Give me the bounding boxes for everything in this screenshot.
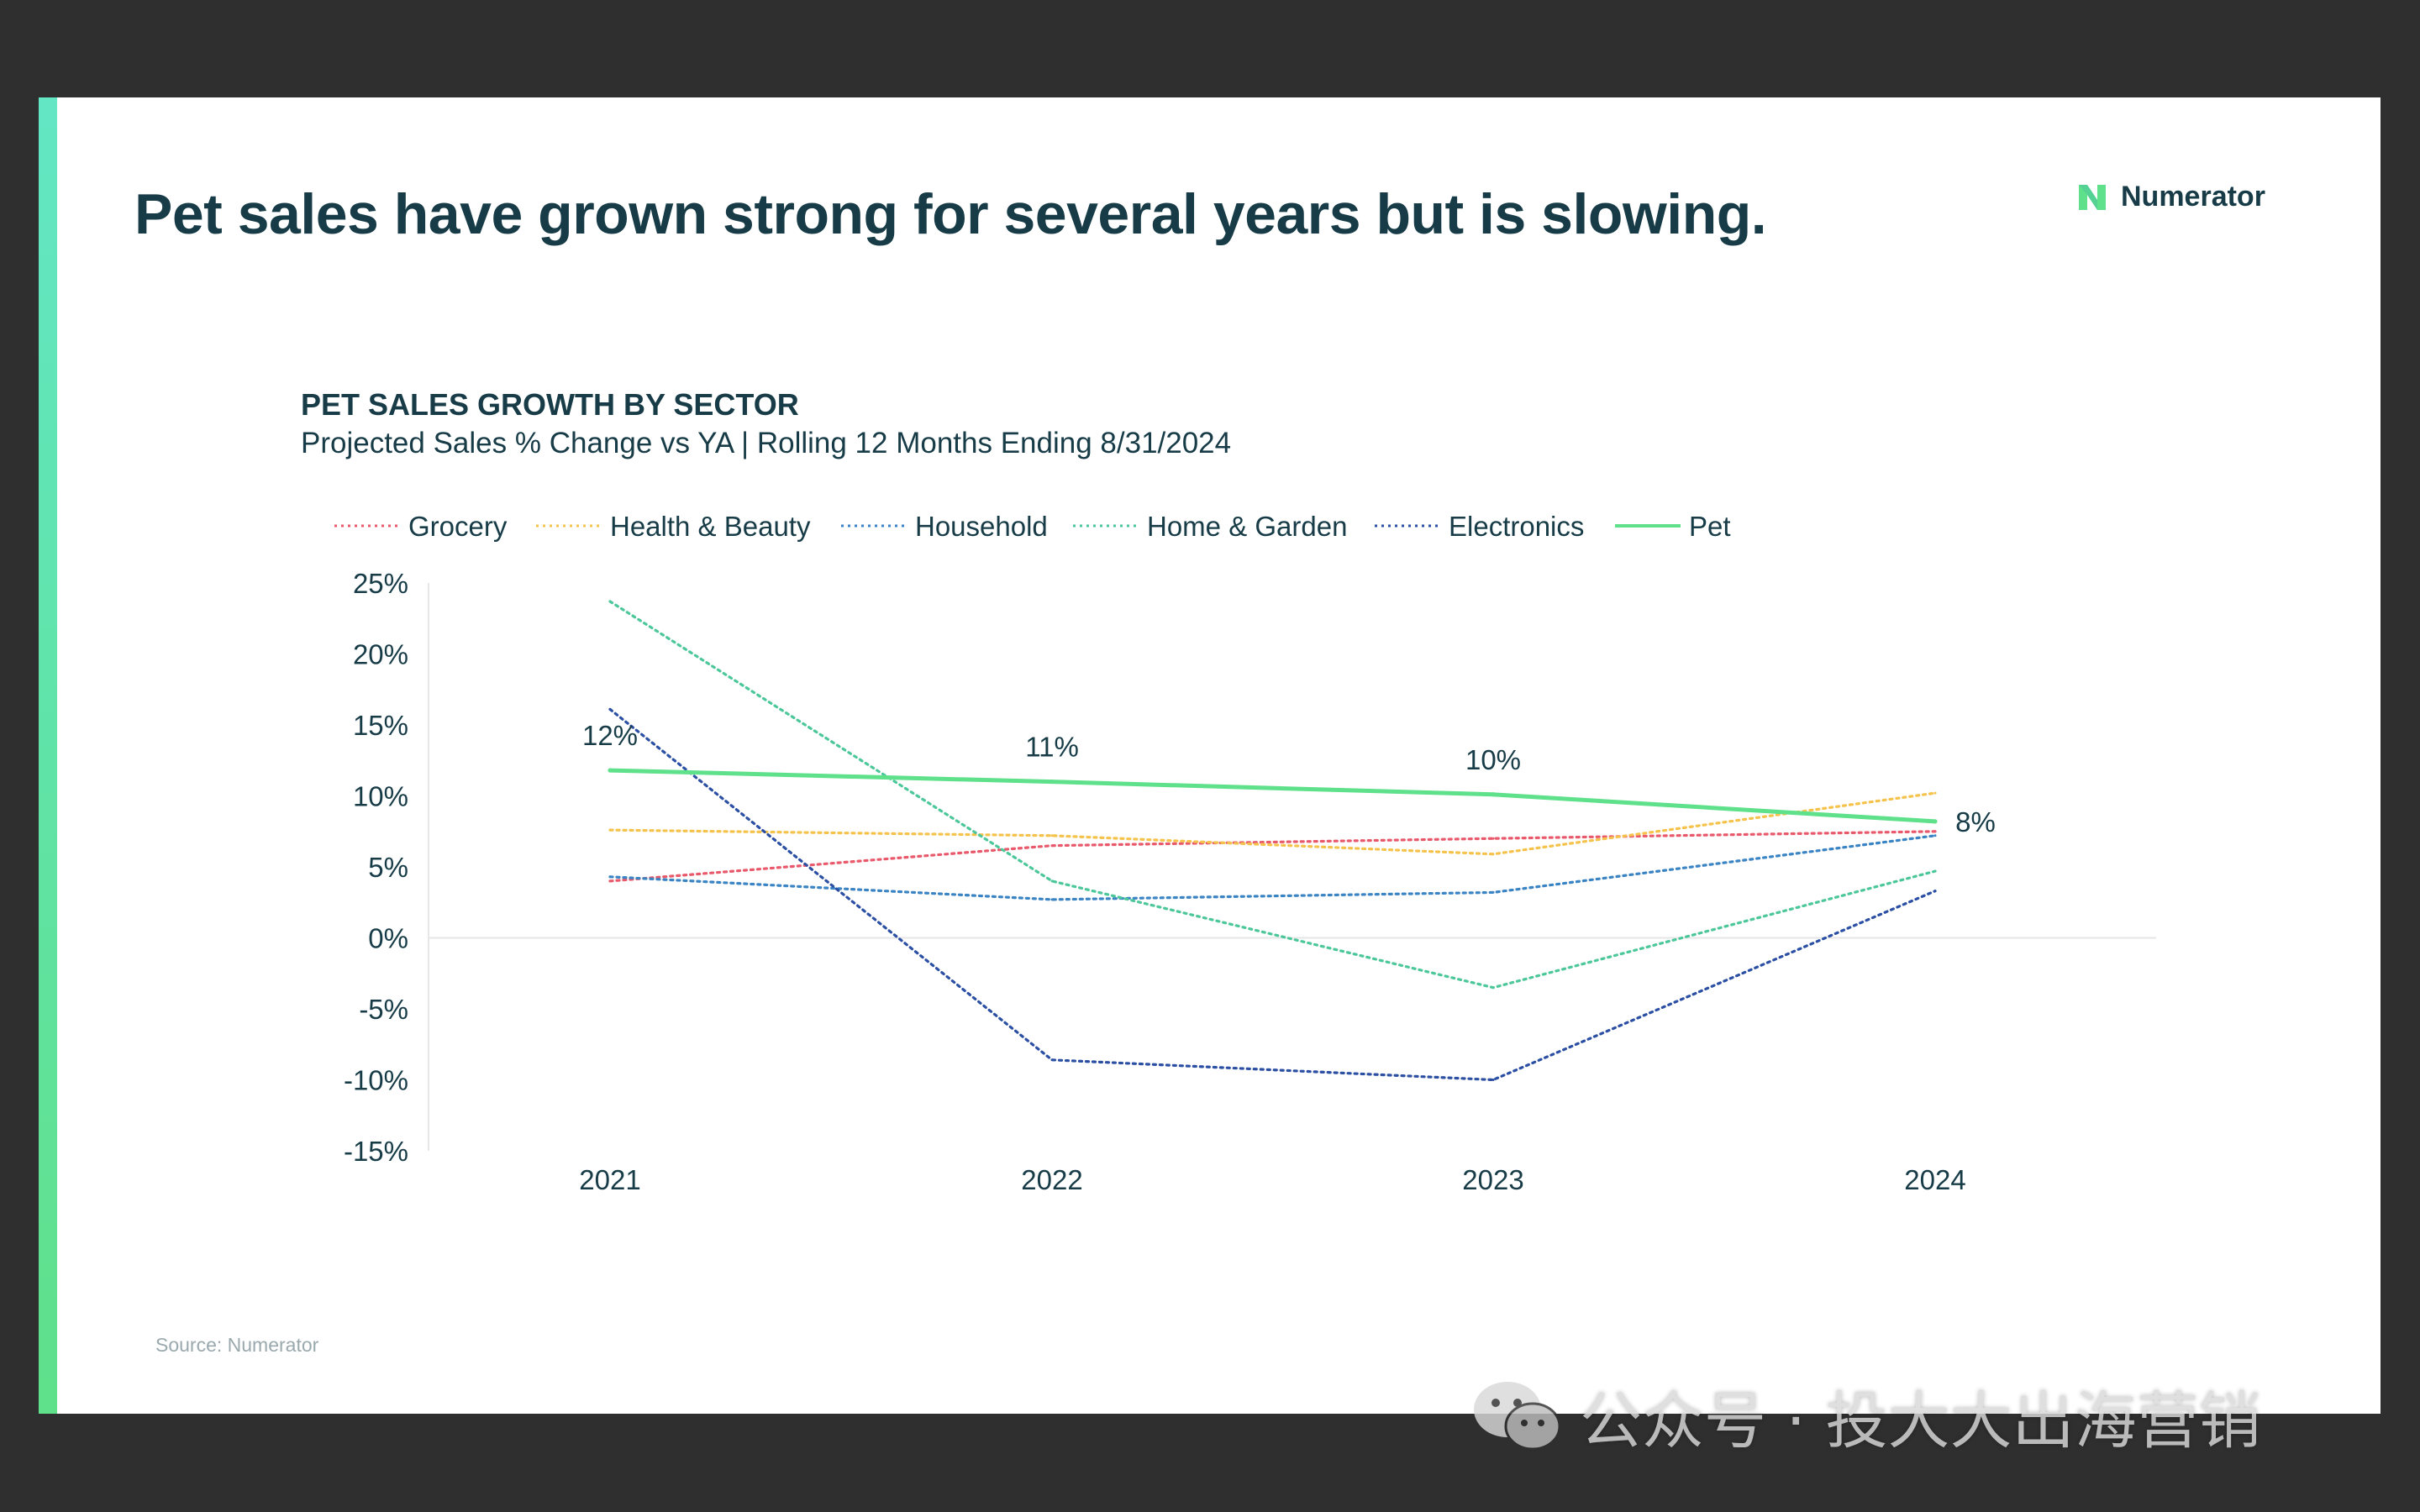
y-axis: 25% 20% 15% 10% 5% 0% -5% -10% -15% [344,568,2156,1167]
data-label-pet: 10% [1465,744,1521,775]
series-line-pet [608,768,1938,824]
x-tick-label: 2021 [579,1164,640,1195]
legend-label-grocery: Grocery [408,511,508,542]
data-point-electronics [1050,1058,1054,1062]
data-point-health-and-beauty [1491,853,1495,856]
data-point-household [1050,898,1054,901]
series-line-household [608,834,1937,901]
data-point-pet [1933,819,1938,824]
data-label-pet: 8% [1955,806,1996,837]
data-point-electronics [1933,890,1937,893]
y-tick-label: 15% [353,710,408,741]
series-line-home-and-garden [608,600,1937,990]
data-point-grocery [608,879,612,883]
series-lines [608,600,1938,1082]
x-tick-label: 2022 [1021,1164,1082,1195]
data-point-household [1491,890,1495,894]
legend-label-pet: Pet [1689,511,1731,542]
data-point-health-and-beauty [1933,791,1937,795]
chart-title: PET SALES GROWTH BY SECTOR [301,387,799,422]
numerator-logo-icon [2079,185,2106,210]
data-labels: 12% 11% 10% 8% [582,720,1996,837]
slide-title: Pet sales have grown strong for several … [134,182,1767,246]
y-tick-label: 5% [368,852,408,883]
data-point-pet [608,768,613,773]
data-point-grocery [1933,830,1937,833]
watermark-text: 公众号 · 投大大出海营销 [1580,1385,2261,1457]
x-axis: 2021 2022 2023 2024 [579,1164,1965,1195]
y-tick-label: -5% [359,994,408,1025]
data-point-grocery [1491,837,1495,840]
series-line-health-and-beauty [608,791,1937,856]
y-tick-label: 0% [368,923,408,954]
y-tick-label: 25% [353,568,408,599]
data-point-home-and-garden [1491,986,1495,990]
slide: Pet sales have grown strong for several … [39,97,2381,1414]
chart-subtitle: Projected Sales % Change vs YA | Rolling… [301,427,1232,459]
data-point-home-and-garden [1050,879,1054,883]
data-point-home-and-garden [1933,869,1937,873]
x-tick-label: 2023 [1462,1164,1523,1195]
x-tick-label: 2024 [1904,1164,1965,1195]
numerator-logo-text: Numerator [2121,180,2265,213]
data-point-health-and-beauty [608,828,612,832]
line-chart: Grocery Health & Beauty Household Home & Ga… [334,511,2156,1195]
data-label-pet: 12% [582,720,638,751]
y-tick-label: -15% [344,1136,408,1167]
y-tick-label: 10% [353,781,408,812]
data-point-pet [1050,780,1055,785]
series-line-electronics [608,707,1937,1082]
accent-bar [39,97,57,1414]
series-line-grocery [608,830,1937,883]
data-point-pet [1491,792,1496,797]
y-tick-label: 20% [353,639,408,670]
chart-legend: Grocery Health & Beauty Household Home & Ga… [334,511,1731,542]
watermark: 公众号 · 投大大出海营销 [1470,1371,2261,1461]
data-point-household [1933,834,1937,837]
data-point-electronics [1491,1079,1495,1081]
source-note: Source: Numerator [155,1334,319,1356]
data-point-grocery [1050,844,1054,848]
data-point-household [608,875,612,879]
legend-label-health-and-beauty: Health & Beauty [610,511,811,542]
legend-label-electronics: Electronics [1449,511,1584,542]
legend-label-household: Household [915,511,1048,542]
wechat-icon [1474,1381,1561,1450]
data-label-pet: 11% [1025,732,1079,763]
legend-label-home-and-garden: Home & Garden [1147,511,1347,542]
numerator-logo: Numerator [2075,180,2265,213]
data-point-home-and-garden [608,600,612,603]
data-point-electronics [608,707,612,711]
data-point-health-and-beauty [1050,834,1054,837]
y-tick-label: -10% [344,1065,408,1096]
